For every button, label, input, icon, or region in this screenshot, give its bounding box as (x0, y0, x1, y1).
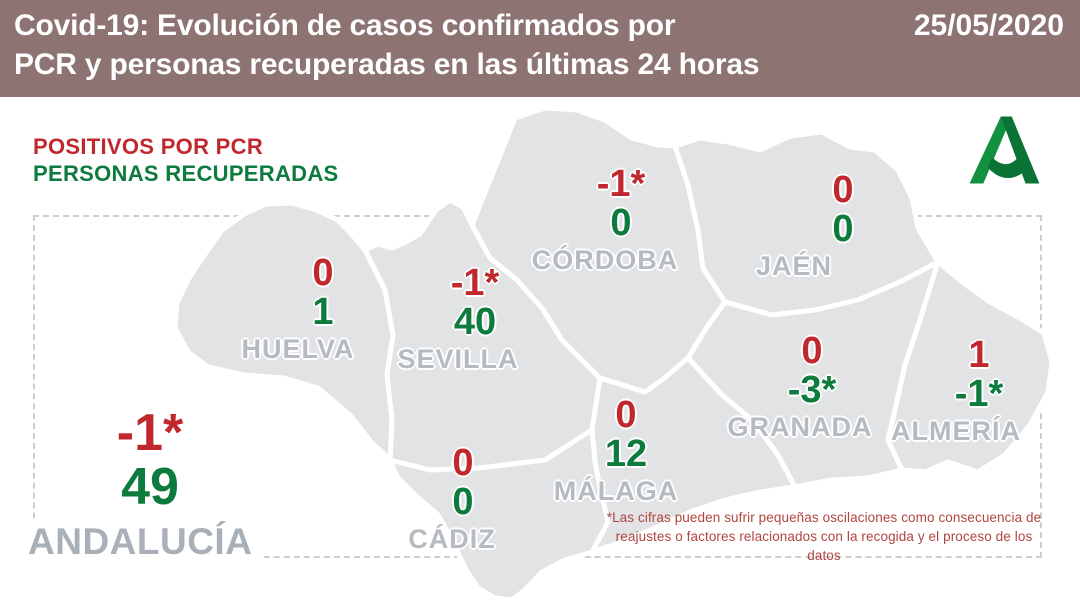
province-cadiz: 0 0 CÁDIZ (408, 442, 507, 554)
province-label: ALMERÍA (891, 416, 1021, 446)
footnote-line-2: reajustes o factores relacionados con la… (615, 529, 1033, 563)
recovered-value: 0 (452, 481, 474, 523)
positives-value: 0 (832, 169, 854, 211)
recovered-value: -3* (787, 369, 837, 411)
province-label: CÁDIZ (408, 524, 496, 554)
province-label: HUELVA (241, 334, 355, 364)
title-line-1: Covid-19: Evolución de casos confirmados… (14, 9, 676, 42)
province-shape-jaen (672, 129, 941, 318)
logo-swoosh (987, 157, 1024, 179)
positives-value: 0 (801, 330, 823, 372)
logo-right-stroke (1000, 116, 1040, 184)
recovered-value: 0 (832, 208, 854, 250)
legend-positives-label: POSITIVOS POR PCR (33, 134, 264, 159)
recovered-value: 12 (604, 433, 648, 475)
footnote-line-1: *Las cifras pueden sufrir pequeñas oscil… (606, 510, 1042, 525)
province-shape-almeria (885, 259, 1055, 475)
footnote: *Las cifras pueden sufrir pequeñas oscil… (600, 508, 1048, 565)
province-label: GRANADA (727, 412, 873, 442)
region-total-andalucia: -1* 49 ANDALUCÍA (22, 404, 270, 569)
positives-value: -1* (450, 262, 500, 304)
province-label: CÓRDOBA (531, 245, 679, 275)
logo-left-stroke (969, 116, 1012, 184)
recovered-value: 40 (453, 301, 497, 343)
page-title: Covid-19: Evolución de casos confirmados… (14, 6, 760, 84)
report-date: 25/05/2020 (913, 9, 1064, 42)
recovered-value: -1* (954, 373, 1004, 415)
province-malaga: 0 12 MÁLAGA (554, 394, 688, 506)
recovered-value: 1 (312, 291, 334, 333)
province-granada: 0 -3* GRANADA (728, 330, 885, 442)
region-positives-value: -1* (116, 404, 184, 462)
legend-recovered-label: PERSONAS RECUPERADAS (33, 161, 339, 186)
junta-de-andalucia-logo (969, 116, 1040, 184)
province-huelva: 0 1 HUELVA (242, 252, 380, 364)
positives-value: -1* (596, 163, 646, 205)
province-jaen: 0 0 JAÉN (756, 169, 881, 281)
header-bar: Covid-19: Evolución de casos confirmados… (0, 0, 1080, 97)
province-label: JAÉN (755, 251, 833, 281)
positives-value: 0 (615, 394, 637, 436)
recovered-value: 0 (610, 202, 632, 244)
province-almeria: 1 -1* ALMERÍA (891, 334, 1044, 446)
province-label: SEVILLA (397, 344, 519, 374)
province-shape-cadiz (387, 427, 611, 603)
legend: POSITIVOS POR PCR PERSONAS RECUPERADAS (33, 133, 339, 187)
title-line-2: PCR y personas recuperadas en las última… (14, 48, 760, 81)
positives-value: 1 (968, 334, 990, 376)
province-cordoba: -1* 0 CÓRDOBA (532, 163, 695, 275)
region-recovered-value: 49 (121, 458, 179, 516)
positives-value: 0 (452, 442, 474, 484)
province-sevilla: -1* 40 SEVILLA (397, 262, 535, 374)
region-label: ANDALUCÍA (22, 519, 263, 569)
province-label: MÁLAGA (553, 476, 679, 506)
positives-value: 0 (312, 252, 334, 294)
